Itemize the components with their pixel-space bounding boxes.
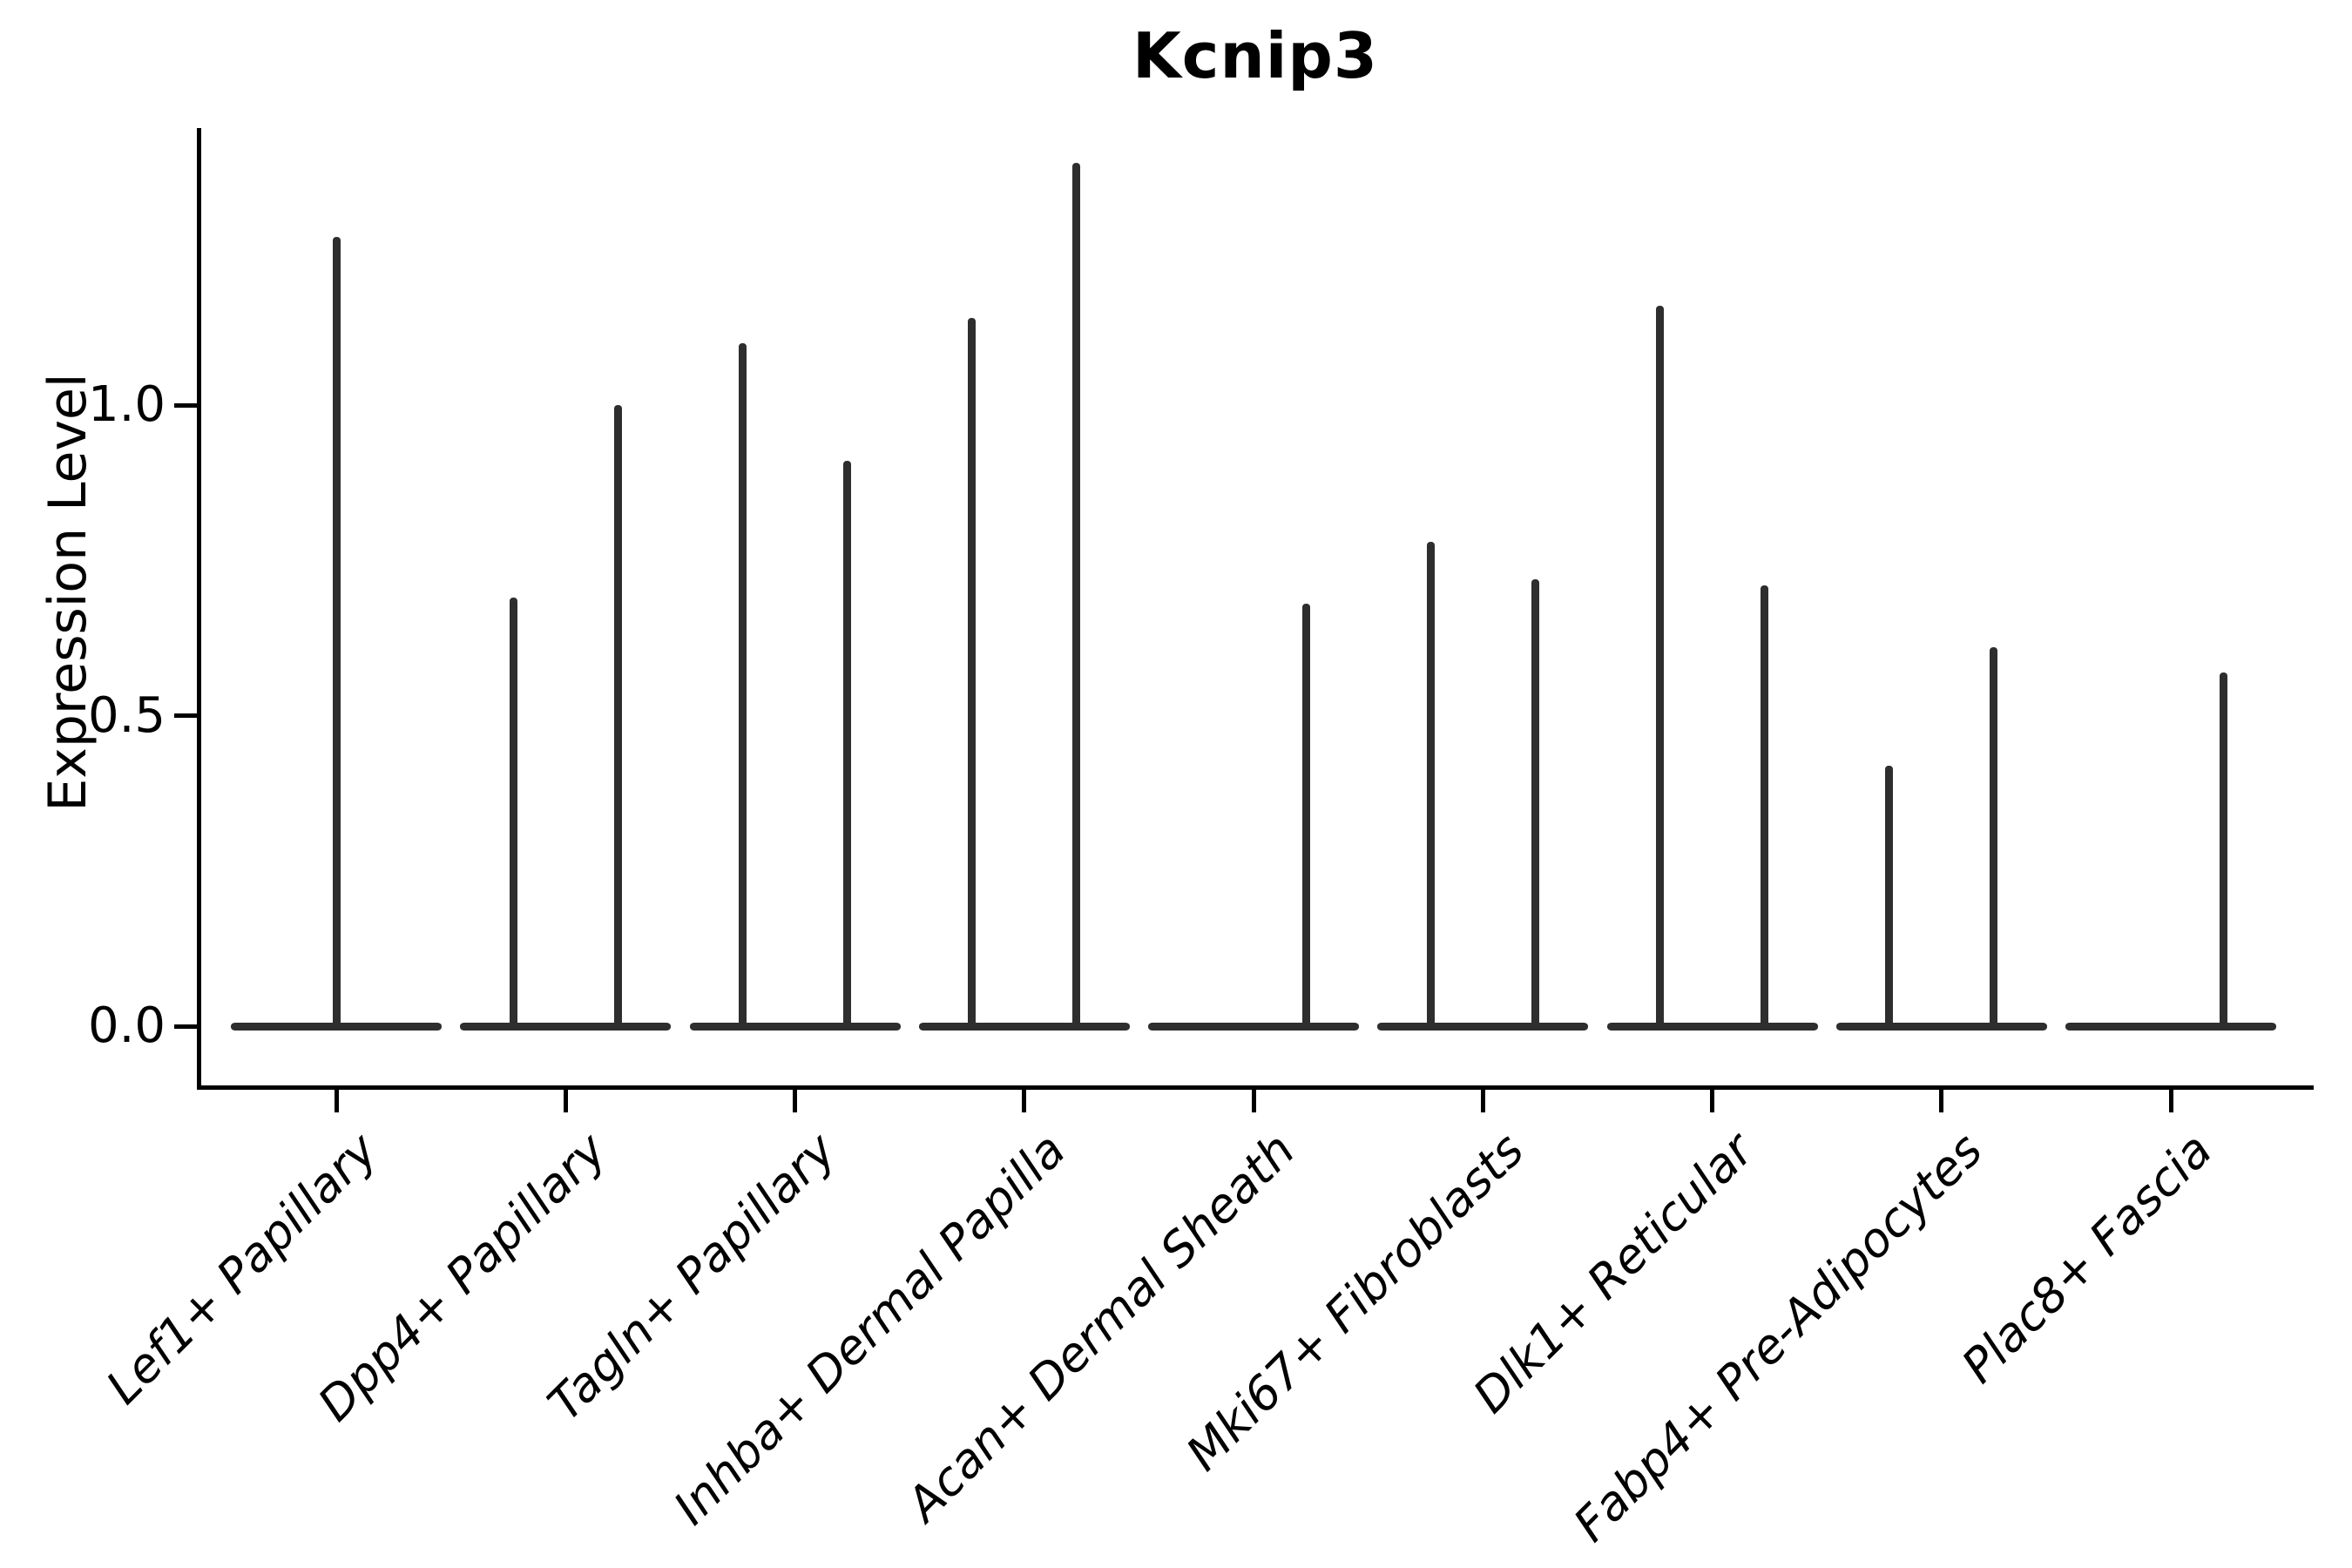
violin-base [1835, 1022, 2047, 1031]
x-axis-label: Fabp4+ Pre-Adipocytes [1563, 1122, 1993, 1552]
y-tick-label: 1.0 [87, 376, 166, 433]
x-tick-mark [1939, 1090, 1944, 1112]
violin-base [689, 1022, 901, 1031]
y-tick-mark [174, 713, 197, 718]
violin-spike [1885, 765, 1894, 1026]
x-axis-label: Inhba+ Dermal Papilla [662, 1122, 1076, 1536]
x-axis-label: Acan+ Dermal Sheath [896, 1122, 1306, 1532]
violin-base [460, 1022, 672, 1031]
violin-spike [1656, 305, 1664, 1026]
y-tick-label: 0.0 [87, 997, 166, 1054]
violin-base [1377, 1022, 1589, 1031]
violin-base [918, 1022, 1130, 1031]
x-tick-mark [334, 1090, 339, 1112]
x-axis-label: Plac8+ Fascia [1950, 1122, 2223, 1394]
y-tick-mark [174, 1024, 197, 1029]
violin-spike [613, 405, 622, 1026]
violin-spike [1072, 162, 1081, 1026]
y-tick-label: 0.5 [87, 686, 166, 744]
violin-spike [332, 237, 341, 1026]
x-tick-mark [1710, 1090, 1714, 1112]
x-tick-mark [1480, 1090, 1485, 1112]
y-tick-mark [174, 402, 197, 408]
y-axis-spine [197, 128, 201, 1090]
violin-spike [1301, 604, 1310, 1026]
x-axis-spine [197, 1085, 2314, 1090]
violin-spike [1990, 647, 1998, 1026]
y-axis-label: Expression Level [37, 373, 98, 812]
x-tick-mark [2168, 1090, 2173, 1112]
violin-spike [843, 461, 851, 1026]
x-tick-mark [563, 1090, 568, 1112]
violin-base [1606, 1022, 1818, 1031]
violin-base [1148, 1022, 1359, 1031]
chart-title: Kcnip3 [1132, 19, 1379, 92]
violin-spike [509, 598, 517, 1026]
violin-spike [1426, 541, 1435, 1026]
violin-base [2065, 1022, 2276, 1031]
violin-spike [739, 342, 747, 1026]
x-tick-mark [1251, 1090, 1256, 1112]
x-tick-mark [793, 1090, 797, 1112]
violin-spike [968, 318, 977, 1026]
violin-spike [1531, 578, 1539, 1026]
violin-spike [1761, 585, 1768, 1026]
violin-base [231, 1022, 442, 1031]
violin-spike [2219, 672, 2227, 1026]
x-tick-mark [1022, 1090, 1027, 1112]
